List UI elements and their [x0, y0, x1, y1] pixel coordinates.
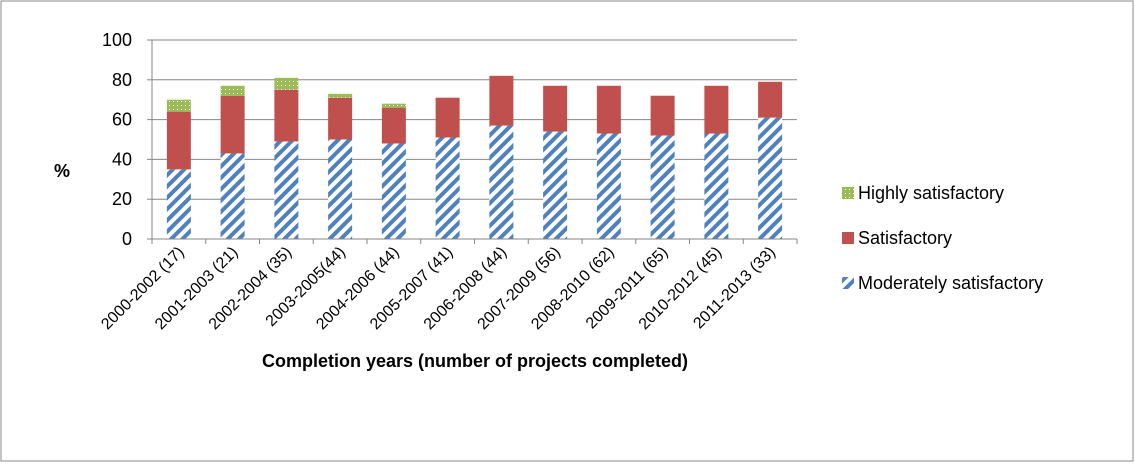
bar-segment	[381, 143, 406, 239]
bar-segment	[596, 133, 621, 239]
bar-segment	[166, 169, 191, 239]
y-tick-label: 40	[112, 149, 132, 169]
legend-label: Highly satisfactory	[858, 183, 1004, 203]
y-tick-label: 0	[122, 229, 132, 249]
y-axis-title: %	[54, 161, 70, 181]
bar-segment	[758, 81, 783, 118]
legend-label: Satisfactory	[858, 228, 952, 248]
bar-segment	[650, 95, 675, 136]
legend-swatch	[842, 232, 854, 244]
bar-segment	[435, 97, 460, 138]
bar-segment	[166, 111, 191, 170]
bar-segment	[650, 135, 675, 239]
legend-swatch	[842, 187, 854, 199]
x-axis-title: Completion years (number of projects com…	[262, 351, 688, 371]
bar-segment	[704, 133, 729, 239]
bar-segment	[274, 77, 299, 90]
y-tick-label: 100	[102, 30, 132, 50]
bar-segment	[489, 75, 514, 126]
bar-segment	[596, 85, 621, 134]
bar-segment	[704, 85, 729, 134]
bar-segment	[435, 137, 460, 239]
bar-segment	[328, 139, 353, 239]
bar-segment	[328, 93, 353, 98]
y-tick-label: 80	[112, 70, 132, 90]
legend-label: Moderately satisfactory	[858, 273, 1043, 293]
bar-segment	[328, 97, 353, 140]
bar-segment	[220, 153, 245, 239]
bar-segment	[166, 99, 191, 112]
bar-segment	[758, 117, 783, 239]
legend-swatch	[842, 277, 854, 289]
y-tick-label: 60	[112, 110, 132, 130]
bar-segment	[543, 131, 568, 239]
bar-segment	[220, 85, 245, 96]
bar-segment	[381, 107, 406, 144]
bar-segment	[543, 85, 568, 132]
bar-segment	[274, 89, 299, 142]
y-tick-label: 20	[112, 189, 132, 209]
bar-segment	[220, 95, 245, 154]
bar-segment	[381, 103, 406, 108]
bar-segment	[274, 141, 299, 239]
bar-segment	[489, 125, 514, 239]
